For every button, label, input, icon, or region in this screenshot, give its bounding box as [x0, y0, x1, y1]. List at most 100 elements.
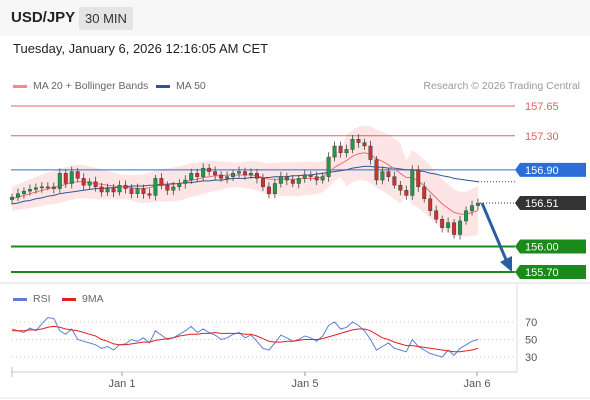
current-price-label: 156.51	[525, 198, 559, 210]
candle-body	[10, 196, 14, 200]
timeframe-badge[interactable]: 30 MIN	[79, 7, 133, 30]
pivot-label: 156.90	[525, 165, 559, 177]
candle-body	[368, 145, 373, 160]
candle-body	[302, 174, 307, 179]
candle-body	[386, 171, 391, 177]
candle-body	[111, 188, 116, 193]
legend-ma50-label: MA 50	[176, 80, 206, 92]
support-1-label: 156.00	[525, 241, 559, 253]
candle-body	[458, 220, 463, 235]
rsi-tick-30: 30	[525, 352, 537, 364]
candle-body	[159, 178, 164, 186]
candle-body	[99, 186, 104, 193]
support-2-tag	[515, 265, 586, 279]
rsi-line	[11, 317, 479, 358]
candle-body	[177, 183, 182, 188]
candle-body	[153, 178, 158, 196]
candle-body	[57, 173, 62, 189]
candle-body	[243, 171, 247, 176]
candle-body	[189, 173, 194, 181]
candle-body	[63, 173, 68, 184]
candle-body	[404, 190, 409, 196]
candle-body	[266, 186, 271, 194]
candle-body	[81, 178, 86, 186]
candle-body	[213, 171, 218, 176]
candle-body	[344, 149, 349, 154]
candle-body	[105, 188, 110, 193]
candle-body	[147, 193, 152, 196]
candle-body	[476, 202, 480, 206]
ma50-swatch	[156, 84, 170, 88]
rsi-ma-swatch	[62, 297, 76, 301]
pivot-tag	[515, 162, 586, 177]
legend-9ma-label: 9MA	[82, 293, 104, 305]
candle-body	[362, 142, 367, 147]
candle-body	[16, 193, 20, 198]
support-2-label: 155.70	[525, 267, 559, 279]
support-1-tag	[515, 239, 586, 254]
candle-body	[332, 145, 337, 158]
legend-ma20: MA 20 + Bollinger Bands	[13, 80, 148, 92]
candle-body	[207, 167, 212, 172]
rsi-tick-50: 50	[525, 335, 537, 347]
candle-body	[135, 188, 140, 194]
candle-body	[272, 183, 277, 194]
candle-body	[278, 176, 283, 184]
candle-body	[350, 138, 355, 150]
rsi-tick-70: 70	[525, 317, 537, 329]
candle-body	[51, 186, 56, 189]
candle-body	[87, 181, 92, 186]
candle-body	[45, 186, 50, 189]
candle-body	[380, 171, 385, 181]
candle-body	[231, 173, 236, 177]
candle-body	[237, 171, 241, 174]
candle-body	[392, 176, 397, 186]
candle-body	[314, 176, 319, 181]
credit-text: Research © 2026 Trading Central	[423, 80, 580, 92]
rsi-swatch	[13, 297, 27, 301]
candle-body	[165, 184, 170, 191]
legend-ma50: MA 50	[156, 80, 206, 92]
resistance-2-label: 157.65	[525, 101, 559, 113]
candle-body	[21, 190, 26, 194]
candle-body	[434, 210, 439, 220]
legend-ma20-label: MA 20 + Bollinger Bands	[33, 80, 149, 92]
candle-body	[123, 184, 128, 189]
candle-body	[308, 174, 313, 177]
candle-body	[446, 222, 451, 228]
title-bar: USD/JPY 30 MIN	[0, 0, 590, 36]
candle-body	[398, 184, 403, 191]
candle-body	[75, 171, 80, 179]
candle-body	[440, 219, 445, 228]
candle-body	[296, 178, 301, 184]
x-tick-label: Jan 1	[109, 378, 136, 390]
candle-body	[27, 189, 32, 192]
x-tick-label: Jan 5	[292, 378, 319, 390]
candle-body	[452, 222, 457, 235]
candle-body	[356, 138, 361, 143]
candle-body	[129, 188, 134, 194]
symbol-label: USD/JPY	[11, 9, 76, 26]
candle-body	[326, 156, 331, 177]
candle-body	[195, 173, 200, 177]
forecast-arrow-shaft	[480, 202, 509, 263]
candle-body	[183, 179, 188, 184]
candle-body	[249, 173, 253, 176]
candle-body	[141, 188, 146, 194]
candle-body	[410, 169, 415, 196]
candle-body	[374, 159, 379, 181]
candle-body	[33, 187, 38, 190]
candle-body	[338, 145, 343, 154]
datetime-label: Tuesday, January 6, 2026 12:16:05 AM CET	[13, 41, 269, 56]
candle-body	[422, 186, 427, 199]
candle-body	[464, 210, 469, 222]
candle-body	[320, 176, 325, 181]
candle-body	[428, 198, 433, 211]
candle-body	[416, 169, 421, 188]
candle-body	[260, 178, 265, 188]
candle-body	[219, 174, 224, 179]
resistance-1-label: 157.30	[525, 131, 559, 143]
forecast-arrowhead	[500, 256, 512, 272]
candle-body	[39, 186, 44, 189]
